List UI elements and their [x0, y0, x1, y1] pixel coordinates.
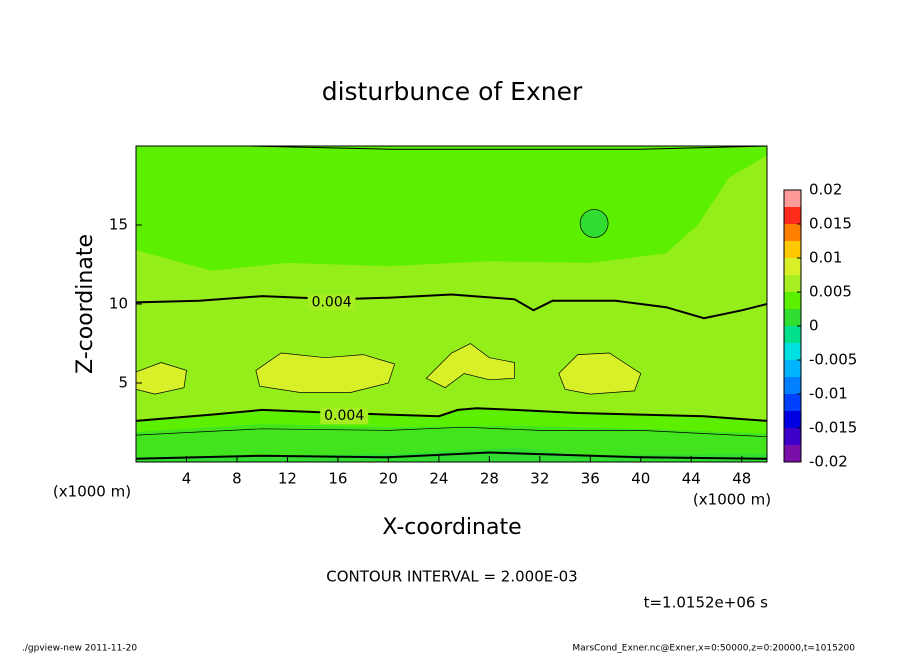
chart-title: disturbunce of Exner [322, 77, 583, 106]
x-tick-label: 16 [328, 470, 347, 488]
contour-label: 0.004 [312, 294, 352, 310]
x-tick-label: 32 [530, 470, 549, 488]
colorbar-tick-label: -0.015 [809, 419, 857, 437]
colorbar-bin [784, 258, 801, 275]
x-tick-label: 24 [429, 470, 448, 488]
label-bg [307, 294, 356, 311]
colorbar-tick-label: 0.015 [809, 215, 852, 233]
colorbar-bin [784, 241, 801, 258]
x-unit-label: (x1000 m) [53, 483, 131, 501]
x-tick-label: 28 [480, 470, 499, 488]
colorbar-bin [784, 275, 801, 292]
label-bg [320, 408, 369, 425]
colorbar-bin [784, 428, 801, 445]
colorbar-bin [784, 224, 801, 241]
contour-region [558, 352, 642, 395]
x-tick-label: 8 [232, 470, 242, 488]
colorbar-bin [784, 411, 801, 428]
colorbar-tick-label: 0 [809, 317, 819, 335]
colorbar-bin [784, 292, 801, 309]
colorbar-bin [784, 190, 801, 207]
colorbar-bin [784, 360, 801, 377]
colorbar-tick-label: 0.005 [809, 283, 852, 301]
footer-right: MarsCond_Exner.nc@Exner,x=0:50000,z=0:20… [572, 644, 855, 654]
y-tick-label: 10 [109, 295, 128, 313]
contour-line [135, 407, 768, 422]
contour-region [425, 343, 515, 389]
x-unit-label: (x1000 m) [693, 491, 771, 509]
x-tick-label: 40 [631, 470, 650, 488]
shaded-region [579, 209, 609, 238]
y-axis-label: Z-coordinate [73, 234, 98, 374]
colorbar-tick-label: 0.02 [809, 181, 842, 199]
colorbar-tick-label: -0.005 [809, 351, 857, 369]
y-tick-label: 5 [118, 374, 128, 392]
colorbar-bin [784, 445, 801, 462]
contour-interval: CONTOUR INTERVAL = 2.000E-03 [326, 568, 577, 586]
x-tick-label: 4 [182, 470, 192, 488]
colorbar-tick-label: -0.01 [809, 385, 848, 403]
x-tick-label: 12 [278, 470, 297, 488]
contour-region [255, 352, 396, 393]
contour-label: 0.004 [324, 408, 364, 424]
colorbar-bin [784, 207, 801, 224]
contour-line [249, 145, 768, 150]
x-tick-label: 44 [682, 470, 701, 488]
y-tick-label: 15 [109, 216, 128, 234]
contour-line [135, 293, 768, 320]
x-tick-label: 48 [732, 470, 751, 488]
x-tick-label: 20 [379, 470, 398, 488]
colorbar-tick-label: -0.02 [809, 453, 848, 471]
colorbar-bin [784, 326, 801, 343]
shaded-region [136, 424, 767, 462]
colorbar-bin [784, 377, 801, 394]
footer-left: ./gpview-new 2011-11-20 [22, 644, 137, 654]
x-axis-label: X-coordinate [382, 515, 521, 540]
time-label: t=1.0152e+06 s [644, 594, 769, 612]
colorbar-bin [784, 343, 801, 360]
contour-line [135, 426, 768, 438]
x-tick-label: 36 [581, 470, 600, 488]
colorbar-bin [784, 394, 801, 411]
colorbar-bin [784, 309, 801, 326]
colorbar-tick-label: 0.01 [809, 249, 842, 267]
